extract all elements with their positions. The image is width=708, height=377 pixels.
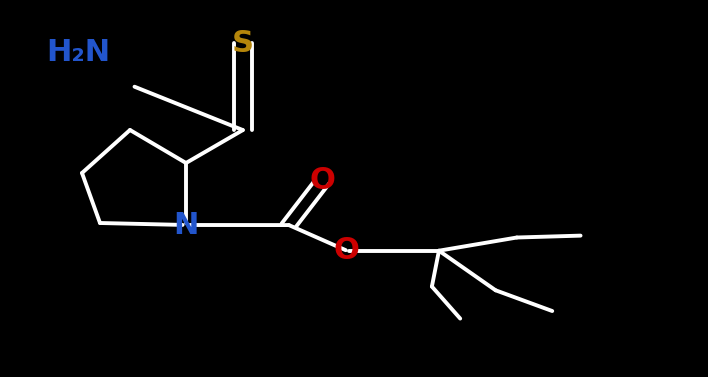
- Text: H₂N: H₂N: [46, 38, 110, 67]
- Text: O: O: [334, 236, 360, 265]
- Text: N: N: [173, 210, 199, 239]
- Text: O: O: [310, 167, 336, 195]
- Text: S: S: [232, 29, 254, 58]
